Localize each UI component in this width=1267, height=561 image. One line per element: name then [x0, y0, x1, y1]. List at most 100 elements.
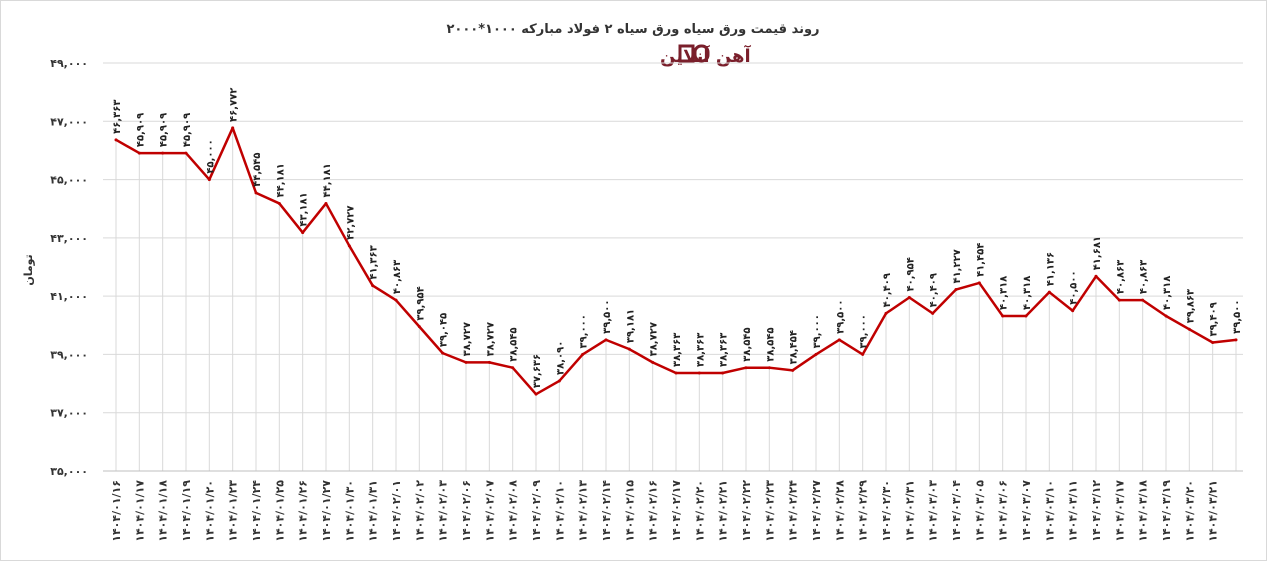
data-point	[1234, 338, 1238, 342]
x-tick-label: ۱۴۰۴/۰۳/۰۴	[950, 480, 963, 542]
x-tick-label: ۱۴۰۴/۰۲/۲۲	[740, 480, 753, 542]
data-label: ۳۹,۵۰۰	[1232, 300, 1243, 334]
x-tick-label: ۱۴۰۴/۰۲/۰۲	[413, 480, 426, 542]
x-tick-label: ۱۴۰۴/۰۱/۱۷	[133, 480, 146, 542]
x-tick-label: ۱۴۰۴/۰۲/۲۷	[810, 480, 823, 542]
x-tick-label: ۱۴۰۴/۰۲/۲۴	[787, 480, 800, 542]
data-label: ۴۰,۸۶۳	[392, 260, 403, 294]
data-point	[581, 352, 585, 356]
data-labels: ۴۶,۳۶۳ ۴۵,۹۰۹ ۴۵,۹۰۹ ۴۵,۹۰۹ ۴۵,۰۰۰ ۴۶,۷۷۲ ۴۴,۵…	[112, 88, 1243, 389]
x-tick-label: ۱۴۰۴/۰۱/۲۶	[297, 480, 310, 542]
data-label: ۴۰,۴۰۹	[929, 273, 940, 307]
y-tick-label: ۴۹,۰۰۰	[50, 57, 88, 70]
data-point	[394, 298, 398, 302]
data-point	[1071, 309, 1075, 313]
data-point	[1164, 314, 1168, 318]
x-tick-label: ۱۴۰۴/۰۲/۰۱	[390, 480, 403, 542]
data-point	[837, 338, 841, 342]
x-tick-label: ۱۴۰۴/۰۳/۰۳	[927, 480, 940, 542]
data-point	[277, 201, 281, 205]
data-label: ۳۹,۵۰۰	[835, 300, 846, 334]
data-point	[371, 284, 375, 288]
data-label: ۳۸,۵۴۵	[765, 327, 776, 361]
data-label: ۳۸,۳۶۳	[719, 333, 730, 367]
data-label: ۳۹,۴۰۹	[1209, 302, 1220, 336]
data-label: ۴۱,۶۸۱	[1092, 236, 1103, 270]
x-tick-label: ۱۴۰۴/۰۱/۳۱	[367, 480, 380, 542]
x-tick-label: ۱۴۰۴/۰۲/۰۷	[483, 480, 496, 542]
data-label: ۳۸,۰۹۰	[555, 341, 566, 375]
y-tick-label: ۳۵,۰۰۰	[50, 465, 88, 478]
x-tick-label: ۱۴۰۴/۰۲/۲۹	[857, 480, 870, 542]
x-tick-label: ۱۴۰۴/۰۱/۲۳	[227, 480, 240, 542]
data-label: ۳۸,۵۴۵	[742, 327, 753, 361]
data-point	[954, 288, 958, 292]
chart-title: روند قیمت ورق سیاه ورق سیاه ۲ فولاد مبار…	[446, 22, 819, 37]
data-point	[1211, 341, 1215, 345]
data-label: ۴۱,۴۵۴	[975, 243, 986, 277]
x-tick-label: ۱۴۰۴/۰۲/۱۳	[577, 480, 590, 542]
data-label: ۴۰,۴۰۹	[882, 273, 893, 307]
data-point	[767, 366, 771, 370]
x-tick-label: ۱۴۰۴/۰۳/۲۱	[1207, 480, 1220, 542]
data-point	[324, 201, 328, 205]
x-tick-label: ۱۴۰۴/۰۲/۲۰	[693, 480, 706, 542]
data-label: ۳۹,۰۰۰	[579, 314, 590, 348]
x-tick-label: ۱۴۰۴/۰۳/۱۰	[1043, 480, 1056, 542]
data-label: ۴۲,۷۲۷	[345, 205, 356, 239]
data-point	[1187, 327, 1191, 331]
x-tick-label: ۱۴۰۴/۰۲/۱۵	[623, 480, 636, 542]
data-point	[674, 371, 678, 375]
data-label: ۴۰,۹۵۴	[905, 257, 916, 291]
data-label: ۳۸,۷۲۷	[485, 322, 496, 356]
data-label: ۳۹,۹۵۴	[415, 286, 426, 320]
data-point	[347, 244, 351, 248]
data-label: ۴۰,۳۱۸	[999, 276, 1010, 310]
data-point	[464, 360, 468, 364]
data-point	[791, 368, 795, 372]
data-point	[907, 295, 911, 299]
data-label: ۴۱,۲۲۷	[952, 249, 963, 283]
data-point	[184, 151, 188, 155]
y-tick-label: ۳۹,۰۰۰	[50, 348, 88, 361]
data-point	[697, 371, 701, 375]
data-label: ۳۸,۵۴۵	[509, 327, 520, 361]
logo-mark-icon	[678, 44, 710, 63]
x-tick-label: ۱۴۰۴/۰۳/۱۹	[1160, 480, 1173, 542]
data-label: ۳۸,۷۲۷	[649, 322, 660, 356]
data-point	[1024, 314, 1028, 318]
x-tick-label: ۱۴۰۴/۰۳/۱۲	[1090, 480, 1103, 542]
data-point	[557, 379, 561, 383]
x-tick-label: ۱۴۰۴/۰۱/۲۵	[273, 480, 286, 542]
data-point	[744, 366, 748, 370]
data-point	[254, 191, 258, 195]
x-tick-label: ۱۴۰۴/۰۲/۱۰	[553, 480, 566, 542]
data-point	[301, 231, 305, 235]
x-tick-label: ۱۴۰۴/۰۲/۳۱	[903, 480, 916, 542]
data-label: ۴۵,۰۰۰	[205, 139, 216, 173]
data-label: ۳۸,۳۶۳	[672, 333, 683, 367]
data-point	[1047, 290, 1051, 294]
data-point	[721, 371, 725, 375]
y-tick-label: ۴۳,۰۰۰	[50, 232, 88, 245]
data-label: ۴۰,۸۶۳	[1139, 260, 1150, 294]
data-point	[977, 281, 981, 285]
x-tick-label: ۱۴۰۴/۰۳/۰۷	[1020, 480, 1033, 542]
data-point	[114, 138, 118, 142]
data-label: ۴۰,۳۱۸	[1022, 276, 1033, 310]
data-label: ۳۹,۰۰۰	[812, 314, 823, 348]
x-tick-label: ۱۴۰۴/۰۱/۳۰	[343, 480, 356, 542]
x-tick-label: ۱۴۰۴/۰۱/۲۰	[203, 480, 216, 542]
y-tick-label: ۴۱,۰۰۰	[50, 290, 88, 303]
data-point	[931, 311, 935, 315]
y-tick-label: ۴۵,۰۰۰	[50, 174, 88, 187]
x-tick-label: ۱۴۰۴/۰۲/۰۶	[460, 480, 473, 542]
data-label: ۳۷,۶۳۶	[532, 354, 543, 388]
x-tick-label: ۱۴۰۴/۰۲/۱۷	[670, 480, 683, 542]
data-point	[417, 325, 421, 329]
data-point	[814, 352, 818, 356]
data-label: ۴۶,۳۶۳	[112, 100, 123, 134]
data-point	[231, 126, 235, 130]
